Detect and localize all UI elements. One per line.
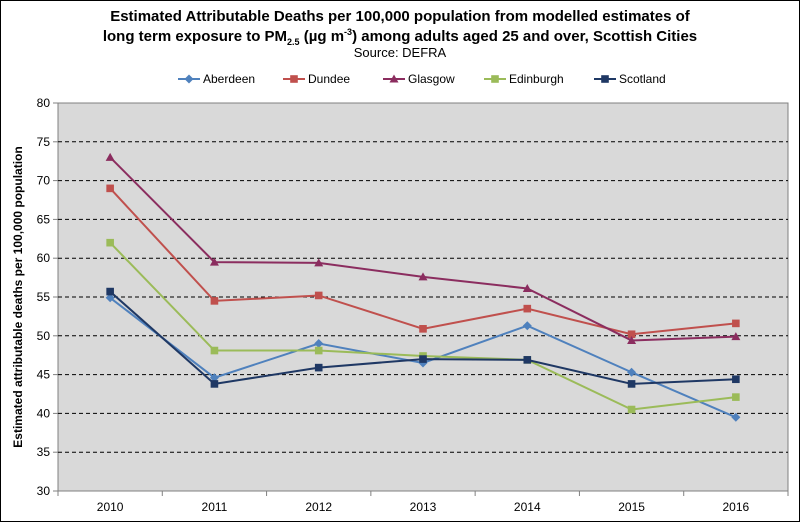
data-point-glasgow — [314, 258, 324, 267]
data-point-aberdeen — [209, 373, 219, 383]
data-point-edinburgh — [314, 346, 323, 355]
data-point-scotland — [314, 363, 323, 372]
x-tick-label: 2016 — [723, 500, 750, 514]
legend-label: Edinburgh — [509, 72, 564, 86]
series-group — [105, 152, 741, 422]
legend-item-edinburgh: Edinburgh — [484, 72, 564, 86]
y-tick-label: 65 — [37, 212, 51, 226]
x-tick-label: 2013 — [410, 500, 437, 514]
legend-swatch-marker — [184, 74, 194, 84]
x-tick-label: 2014 — [514, 500, 541, 514]
legend-label: Glasgow — [408, 72, 455, 86]
x-tick-label: 2012 — [305, 500, 332, 514]
data-point-scotland — [523, 356, 532, 364]
data-point-glasgow — [731, 332, 741, 341]
legend-label: Scotland — [619, 72, 666, 86]
data-point-aberdeen — [627, 367, 637, 377]
data-point-scotland — [732, 375, 740, 384]
x-tick-label: 2010 — [97, 500, 124, 514]
data-point-edinburgh — [106, 238, 114, 247]
data-point-glasgow — [209, 257, 219, 266]
data-point-edinburgh — [627, 405, 636, 414]
data-point-aberdeen — [731, 412, 741, 422]
data-point-glasgow — [105, 152, 115, 161]
y-tick-label: 75 — [37, 135, 51, 149]
x-tick-label: 2015 — [618, 500, 645, 514]
chart-source: Source: DEFRA — [353, 45, 447, 60]
data-point-glasgow — [627, 335, 637, 344]
legend: Aberdeen Dundee Glasgow Edinburgh Scotland — [178, 72, 666, 86]
series-glasgow — [105, 152, 741, 344]
data-point-dundee — [419, 325, 427, 333]
chart-title-line2: long term exposure to PM2.5 (µg m-3) amo… — [102, 27, 698, 47]
data-point-dundee — [523, 304, 532, 313]
legend-swatch-marker — [491, 75, 499, 83]
data-point-scotland — [419, 355, 427, 363]
legend-item-aberdeen: Aberdeen — [178, 72, 255, 86]
data-point-scotland — [627, 380, 636, 388]
y-tick-label: 30 — [37, 484, 51, 498]
series-scotland — [106, 287, 740, 388]
y-tick-label: 50 — [37, 329, 51, 343]
data-point-dundee — [314, 291, 323, 300]
y-tick-label: 40 — [37, 406, 51, 420]
y-tick-label: 80 — [37, 96, 51, 110]
series-aberdeen — [105, 293, 741, 422]
y-tick-label: 55 — [37, 290, 51, 304]
legend-label: Aberdeen — [203, 72, 255, 86]
legend-item-scotland: Scotland — [594, 72, 666, 86]
data-point-scotland — [210, 380, 219, 388]
data-point-dundee — [210, 297, 219, 305]
x-tick-label: 2011 — [202, 500, 228, 514]
data-point-dundee — [627, 330, 636, 339]
legend-swatch-marker — [389, 74, 399, 83]
x-axis: 2010 2011 2012 2013 2014 2015 2016 — [57, 491, 789, 514]
data-point-glasgow — [418, 272, 428, 281]
data-point-aberdeen — [105, 293, 115, 303]
y-tick-label: 60 — [37, 251, 51, 265]
y-axis: 30 35 40 45 50 55 60 65 70 75 80 — [37, 96, 58, 498]
y-tick-label: 35 — [37, 445, 51, 459]
y-tick-label: 70 — [37, 174, 51, 188]
data-point-dundee — [732, 319, 740, 328]
series-dundee — [106, 184, 740, 339]
gridlines — [58, 141, 788, 453]
data-point-aberdeen — [522, 321, 532, 331]
legend-label: Dundee — [308, 72, 350, 86]
data-point-aberdeen — [314, 339, 324, 349]
data-point-glasgow — [522, 283, 532, 292]
legend-swatch-marker — [290, 75, 298, 83]
data-point-edinburgh — [732, 393, 740, 401]
data-point-edinburgh — [210, 346, 219, 355]
legend-swatch-marker — [601, 75, 609, 83]
legend-item-glasgow: Glasgow — [383, 72, 455, 86]
chart-title-line1: Estimated Attributable Deaths per 100,00… — [110, 8, 690, 25]
data-point-dundee — [106, 184, 114, 193]
data-point-scotland — [106, 287, 114, 296]
y-tick-label: 45 — [37, 368, 51, 382]
y-axis-label: Estimated attributable deaths per 100,00… — [11, 146, 25, 447]
legend-item-dundee: Dundee — [283, 72, 350, 86]
